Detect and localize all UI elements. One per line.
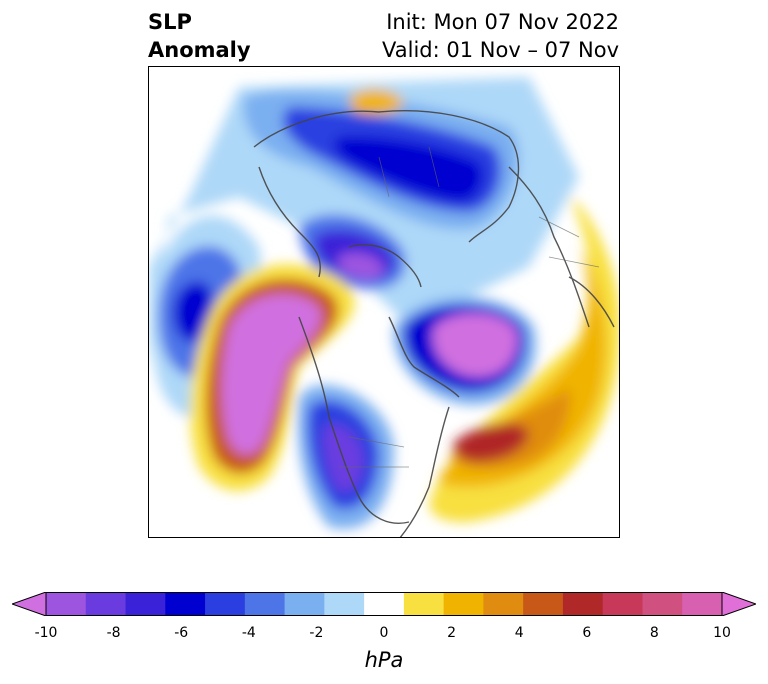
colorbar-bin	[46, 592, 87, 616]
colorbar-tick-label: -10	[34, 625, 58, 641]
valid-range-label: Valid: 01 Nov – 07 Nov	[382, 38, 619, 62]
pacific-negative-core	[173, 281, 213, 342]
colorbar-bin	[642, 592, 683, 616]
colorbar-bin	[403, 592, 445, 616]
colorbar-bin	[85, 592, 127, 616]
colorbar-bin	[205, 592, 246, 616]
atlantic-positive-mid	[439, 247, 607, 487]
map-title: SLP Anomaly	[148, 8, 251, 64]
colorbar-bin	[483, 592, 524, 616]
title-line-anomaly: Anomaly	[148, 38, 251, 62]
borders	[339, 146, 600, 468]
colorbar-tick-label: -4	[241, 625, 256, 641]
colorbar-tick-label: -8	[106, 625, 121, 641]
title-line-slp: SLP	[148, 10, 192, 34]
colorbar-tick-label: -2	[309, 625, 324, 641]
colorbar-tick-label: 8	[649, 625, 659, 641]
colorbar-bin	[284, 592, 325, 616]
arctic-negative-core	[337, 252, 384, 280]
colorbar-bin	[682, 592, 723, 616]
atlantic-positive-core	[453, 423, 529, 462]
anomaly-field	[149, 77, 619, 529]
colorbar-bin	[244, 592, 286, 616]
colorbar-bin	[125, 592, 166, 616]
siberia-positive	[349, 89, 404, 115]
colorbar-tick-label: 6	[582, 625, 592, 641]
colorbar-bin	[165, 592, 206, 616]
atlantic-negative-core	[432, 313, 518, 378]
eurasia-negative-core	[333, 136, 483, 202]
colorbar-bin	[523, 592, 564, 616]
colorbar-tick-label: 10	[713, 625, 731, 641]
colorbar-tick-label: -6	[174, 625, 189, 641]
colorbar-bin	[364, 592, 405, 616]
colorbar-bin	[324, 592, 365, 616]
colorbar-extend-low	[12, 592, 47, 616]
map-subtitle: Init: Mon 07 Nov 2022 Valid: 01 Nov – 07…	[382, 8, 619, 64]
colorbar-extend-high	[721, 592, 756, 616]
colorbar-tick-label: 0	[379, 625, 389, 641]
map-canvas	[149, 77, 619, 537]
colorbar	[12, 592, 756, 616]
init-date-label: Init: Mon 07 Nov 2022	[386, 10, 619, 34]
colorbar-bin	[562, 592, 604, 616]
pacific-positive-core	[221, 293, 322, 455]
colorbar-outline	[45, 592, 723, 616]
colorbar-tick-label: 4	[514, 625, 524, 641]
colorbar-unit-label: hPa	[364, 648, 404, 672]
colorbar-bin	[602, 592, 643, 616]
colorbar-tick-label: 2	[447, 625, 457, 641]
coastlines	[253, 110, 615, 537]
anomaly-map	[148, 66, 620, 538]
colorbar-bin	[443, 592, 484, 616]
